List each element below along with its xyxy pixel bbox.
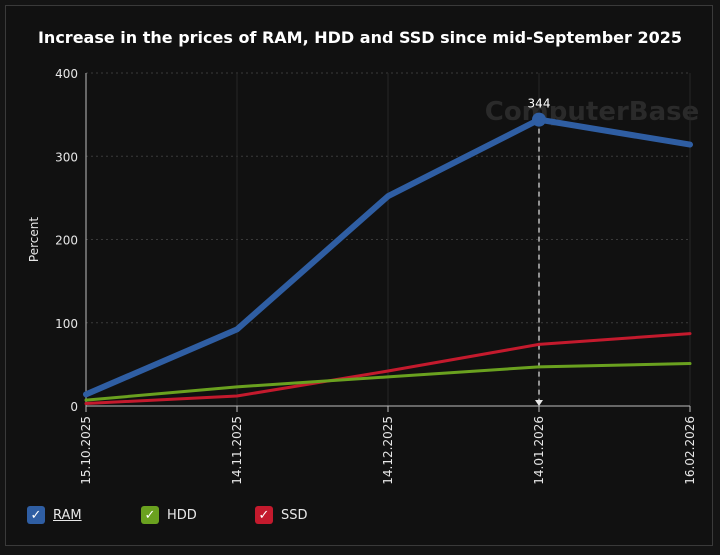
x-tick-label: 14.12.2025 [381,416,395,485]
x-tick-label: 15.10.2025 [79,416,93,485]
x-tick-label: 16.02.2026 [683,416,697,485]
highlight-arrow-icon [535,400,543,406]
legend-label-ssd: SSD [281,507,308,523]
legend-item-ram[interactable]: ✓ RAM [27,506,82,524]
y-tick-label: 0 [70,400,78,414]
legend-label-ram: RAM [53,507,82,523]
y-tick-label: 400 [55,67,78,81]
y-tick-label: 200 [55,234,78,248]
highlight-value-label: 344 [528,97,551,111]
legend-item-ssd[interactable]: ✓ SSD [255,506,308,524]
checkbox-checked-icon[interactable]: ✓ [27,506,45,524]
chart-title: Increase in the prices of RAM, HDD and S… [37,28,683,47]
y-tick-label: 100 [55,317,78,331]
checkbox-checked-icon[interactable]: ✓ [141,506,159,524]
legend-label-hdd: HDD [167,507,197,523]
y-tick-label: 300 [55,150,78,164]
chart-frame [5,5,713,546]
highlight-point [532,112,546,127]
x-tick-label: 14.01.2026 [532,416,546,485]
series-line-hdd [84,362,692,402]
legend-item-hdd[interactable]: ✓ HDD [141,506,197,524]
chart-legend: ✓ RAM ✓ HDD ✓ SSD [0,506,720,526]
series-line-ssd [84,332,692,406]
y-axis-label: Percent [27,217,41,262]
checkbox-checked-icon[interactable]: ✓ [255,506,273,524]
x-tick-label: 14.11.2025 [230,416,244,485]
series-line-ram [83,116,693,398]
watermark-logo: ComputerBase [485,97,700,127]
